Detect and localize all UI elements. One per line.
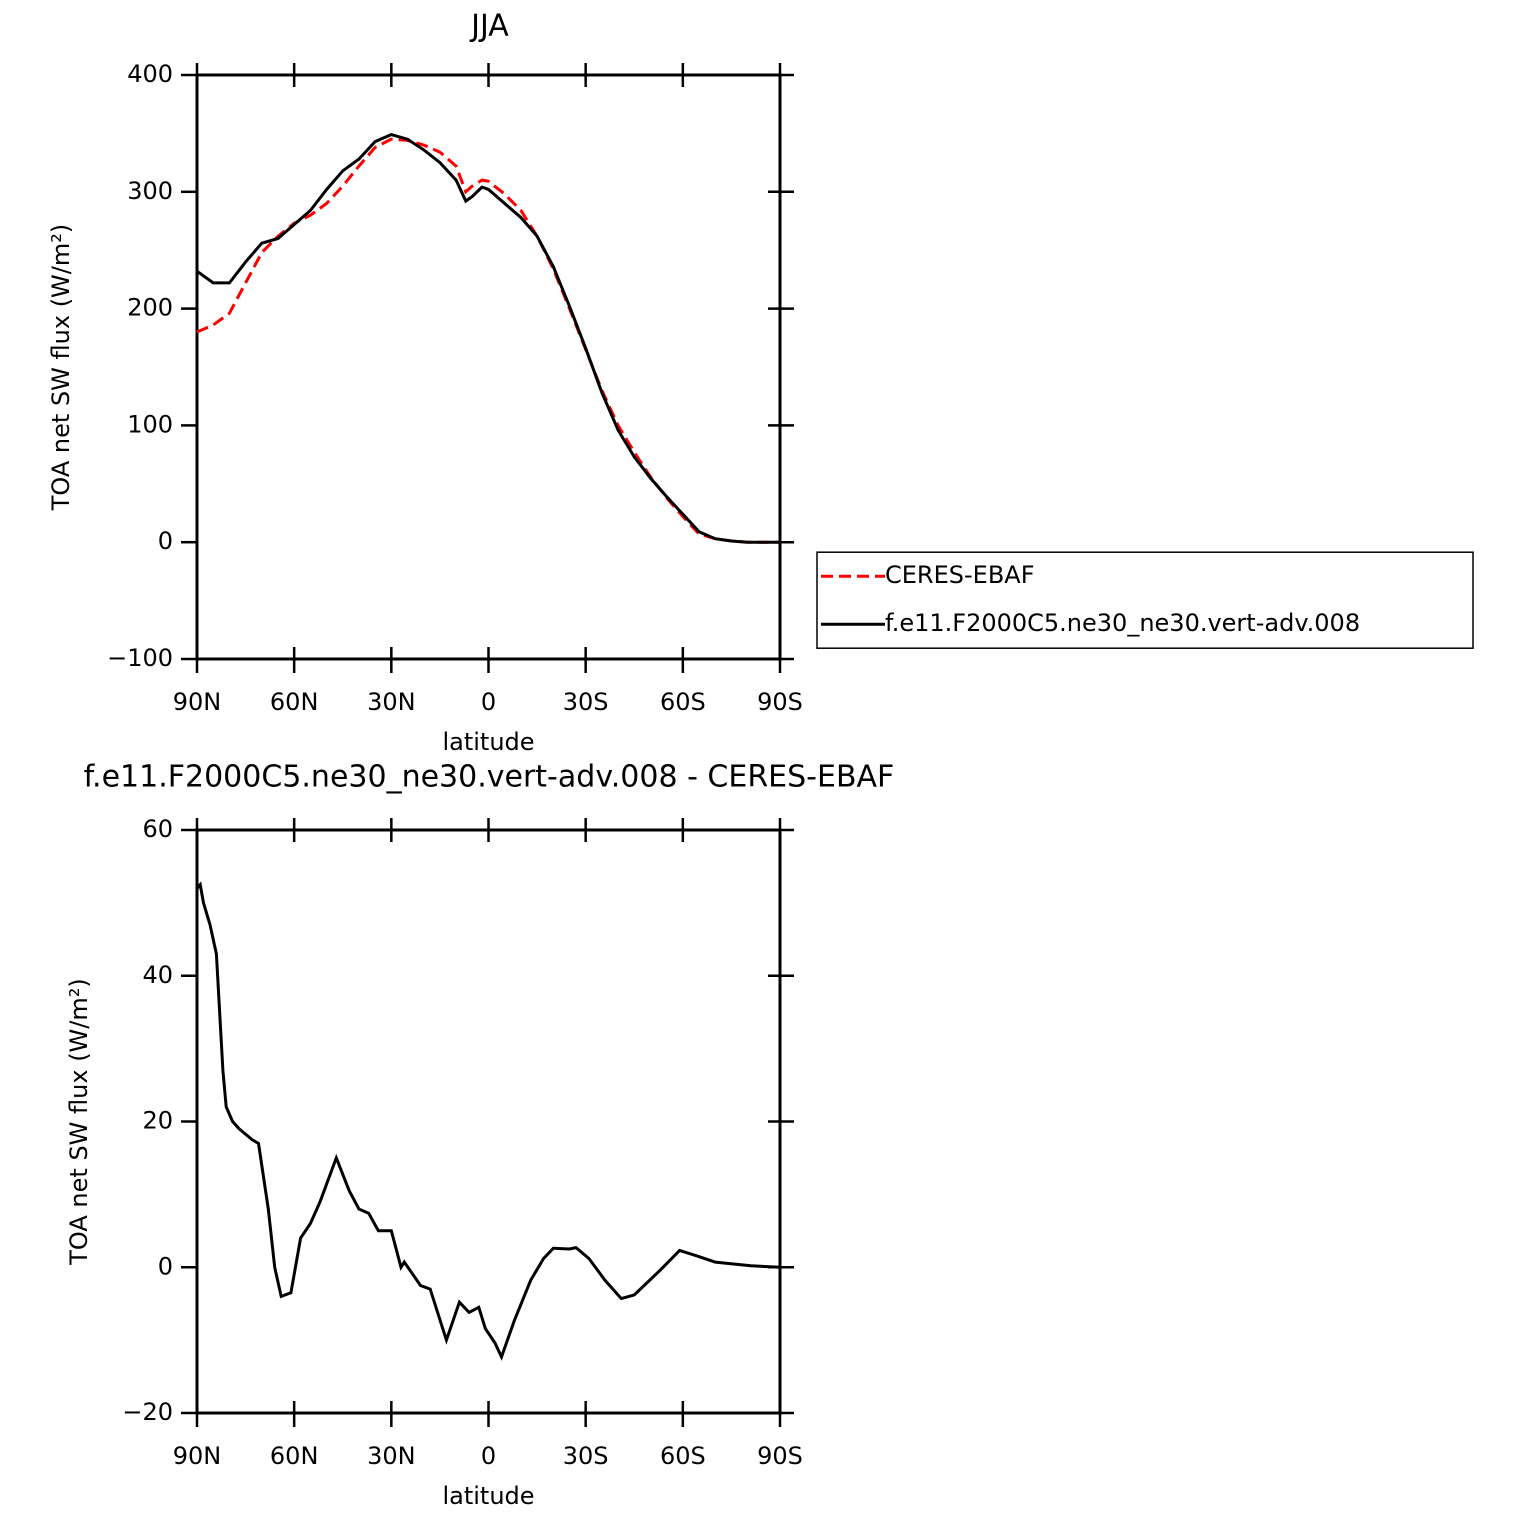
y-tick-label: 100 bbox=[127, 410, 173, 438]
data-line bbox=[196, 137, 780, 544]
x-tick-label: 30N bbox=[367, 688, 416, 716]
y-tick-label: 300 bbox=[127, 177, 173, 205]
y-tick-label: 60 bbox=[142, 815, 173, 843]
data-line bbox=[196, 133, 780, 544]
y-tick-label: 20 bbox=[142, 1107, 173, 1135]
x-tick-label: 90S bbox=[757, 688, 803, 716]
x-tick-label: 90N bbox=[173, 1442, 222, 1470]
x-tick-label: 60N bbox=[270, 1442, 319, 1470]
x-tick-label: 90N bbox=[173, 688, 222, 716]
chart-title: JJA bbox=[469, 9, 509, 44]
y-tick-label: 40 bbox=[142, 961, 173, 989]
y-tick-label: 400 bbox=[127, 60, 173, 88]
x-tick-label: 90S bbox=[757, 1442, 803, 1470]
x-tick-label: 0 bbox=[481, 1442, 496, 1470]
y-tick-label: 0 bbox=[158, 527, 173, 555]
x-axis-label: latitude bbox=[442, 1482, 534, 1510]
legend-label: f.e11.F2000C5.ne30_ne30.vert-adv.008 bbox=[885, 609, 1360, 637]
x-tick-label: 60S bbox=[660, 688, 706, 716]
data-line bbox=[195, 881, 781, 1361]
y-tick-label: 200 bbox=[127, 294, 173, 322]
plot-frame bbox=[195, 828, 782, 1415]
legend-box bbox=[816, 551, 1474, 649]
x-tick-label: 60S bbox=[660, 1442, 706, 1470]
y-tick-label: −100 bbox=[107, 644, 173, 672]
legend-label: CERES-EBAF bbox=[885, 561, 1035, 589]
x-tick-label: 30S bbox=[563, 1442, 609, 1470]
x-axis-label: latitude bbox=[442, 728, 534, 756]
plot-frame bbox=[195, 73, 782, 661]
x-tick-label: 30S bbox=[563, 688, 609, 716]
y-axis-label: TOA net SW flux (W/m²) bbox=[65, 978, 93, 1266]
y-tick-label: −20 bbox=[122, 1398, 173, 1426]
y-tick-label: 0 bbox=[158, 1252, 173, 1280]
x-tick-label: 60N bbox=[270, 688, 319, 716]
x-tick-label: 30N bbox=[367, 1442, 416, 1470]
chart-title: f.e11.F2000C5.ne30_ne30.vert-adv.008 - C… bbox=[84, 760, 895, 795]
x-tick-label: 0 bbox=[481, 688, 496, 716]
y-axis-label: TOA net SW flux (W/m²) bbox=[47, 224, 75, 512]
